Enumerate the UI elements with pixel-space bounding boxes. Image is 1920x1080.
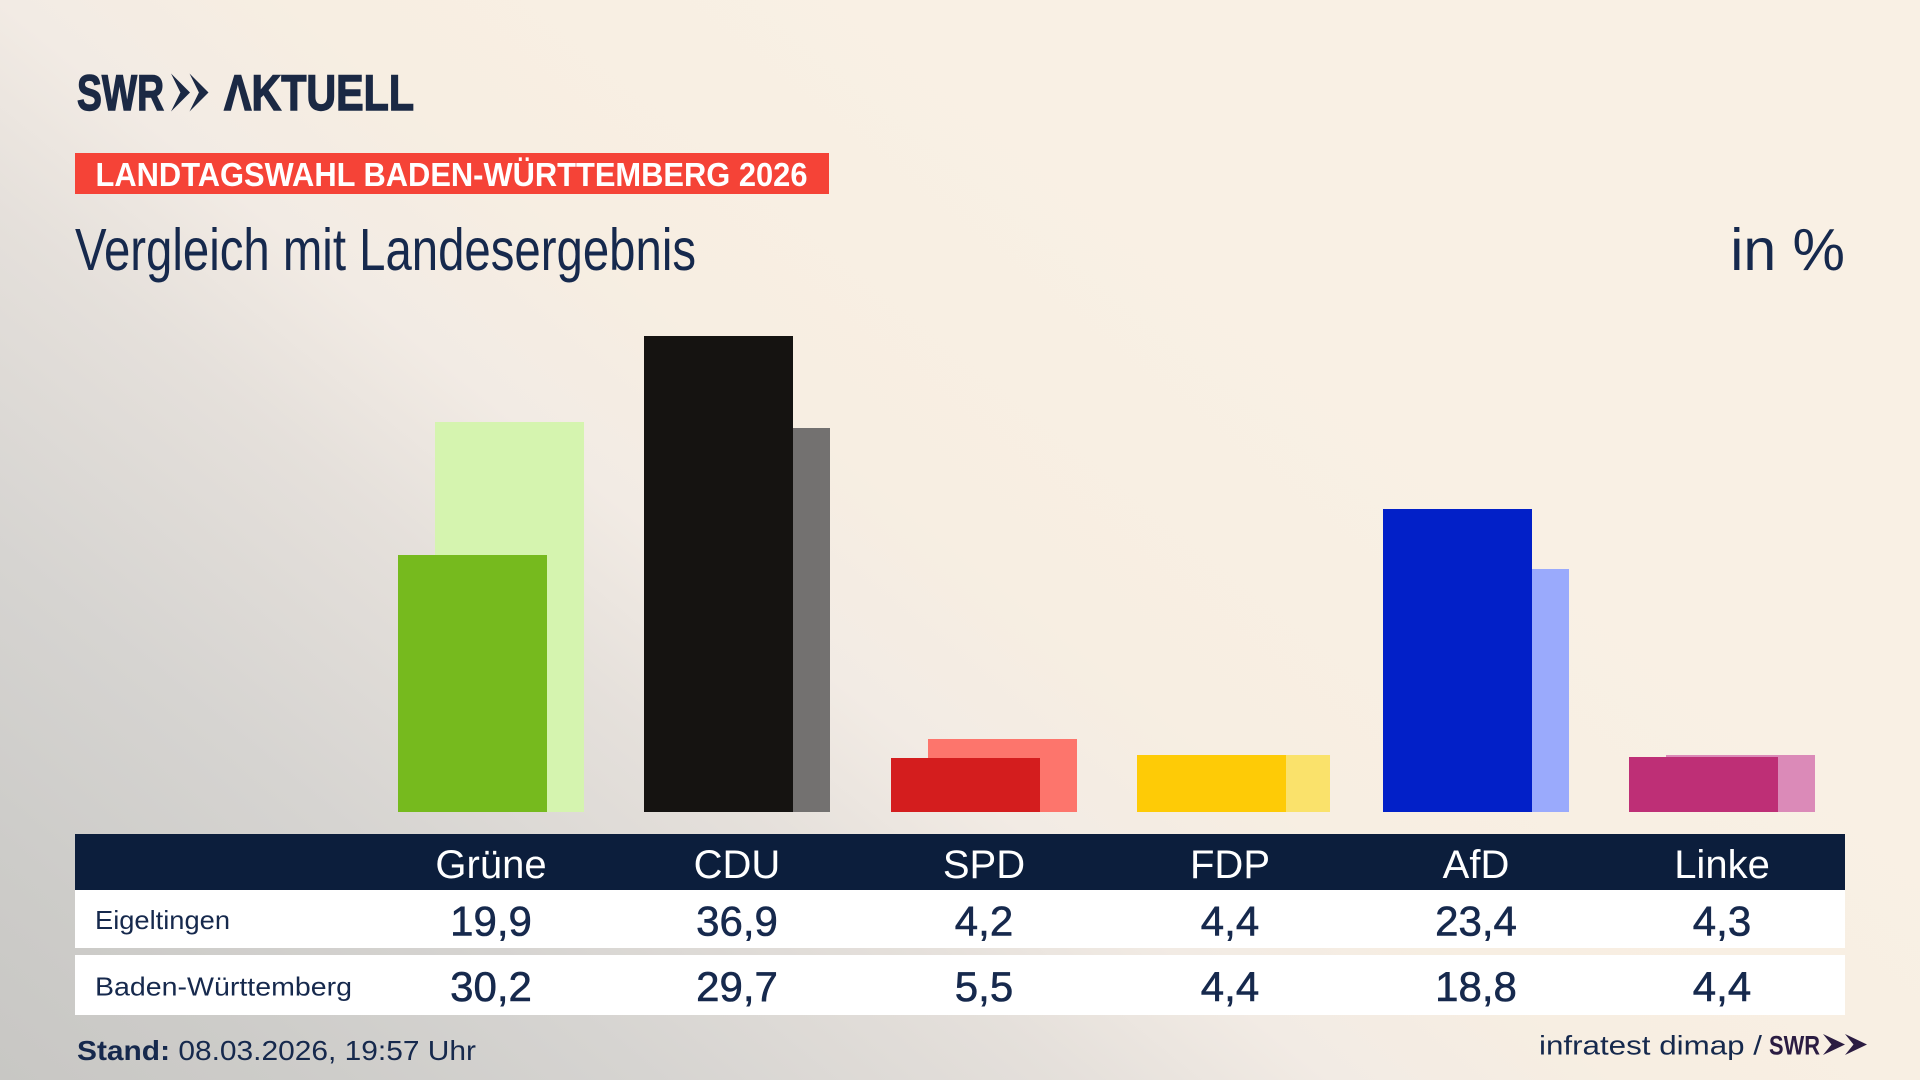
svg-text:4,4: 4,4 (1201, 963, 1259, 1010)
svg-text:CDU: CDU (694, 843, 781, 887)
svg-text:SWR: SWR (77, 70, 164, 118)
svg-text:18,8: 18,8 (1435, 963, 1517, 1010)
svg-text:Linke: Linke (1674, 843, 1770, 887)
svg-text:29,7: 29,7 (696, 963, 778, 1010)
svg-text:ΛKTUELL: ΛKTUELL (224, 70, 414, 118)
svg-text:SWR: SWR (1769, 1031, 1820, 1061)
svg-text:Eigeltingen: Eigeltingen (95, 905, 230, 935)
svg-text:4,3: 4,3 (1693, 898, 1751, 945)
svg-text:AfD: AfD (1443, 843, 1510, 887)
svg-text:5,5: 5,5 (955, 963, 1013, 1010)
svg-text:19,9: 19,9 (450, 898, 532, 945)
svg-text:infratest dimap /: infratest dimap / (1539, 1031, 1763, 1061)
svg-text:4,2: 4,2 (955, 898, 1013, 945)
svg-text:Baden-Württemberg: Baden-Württemberg (95, 972, 352, 1002)
svg-text:30,2: 30,2 (450, 963, 532, 1010)
svg-text:4,4: 4,4 (1693, 963, 1751, 1010)
svg-text:in %: in % (1730, 217, 1845, 283)
svg-text:FDP: FDP (1190, 843, 1270, 887)
svg-text:Stand: 08.03.2026, 19:57 Uhr: Stand: 08.03.2026, 19:57 Uhr (77, 1035, 476, 1066)
svg-text:Vergleich mit Landesergebnis: Vergleich mit Landesergebnis (75, 217, 696, 283)
svg-text:Grüne: Grüne (435, 843, 546, 887)
svg-text:LANDTAGSWAHL BADEN-WÜRTTEMBERG: LANDTAGSWAHL BADEN-WÜRTTEMBERG 2026 (96, 157, 808, 194)
svg-text:23,4: 23,4 (1435, 898, 1517, 945)
svg-text:36,9: 36,9 (696, 898, 778, 945)
svg-text:SPD: SPD (943, 843, 1025, 887)
svg-text:4,4: 4,4 (1201, 898, 1259, 945)
